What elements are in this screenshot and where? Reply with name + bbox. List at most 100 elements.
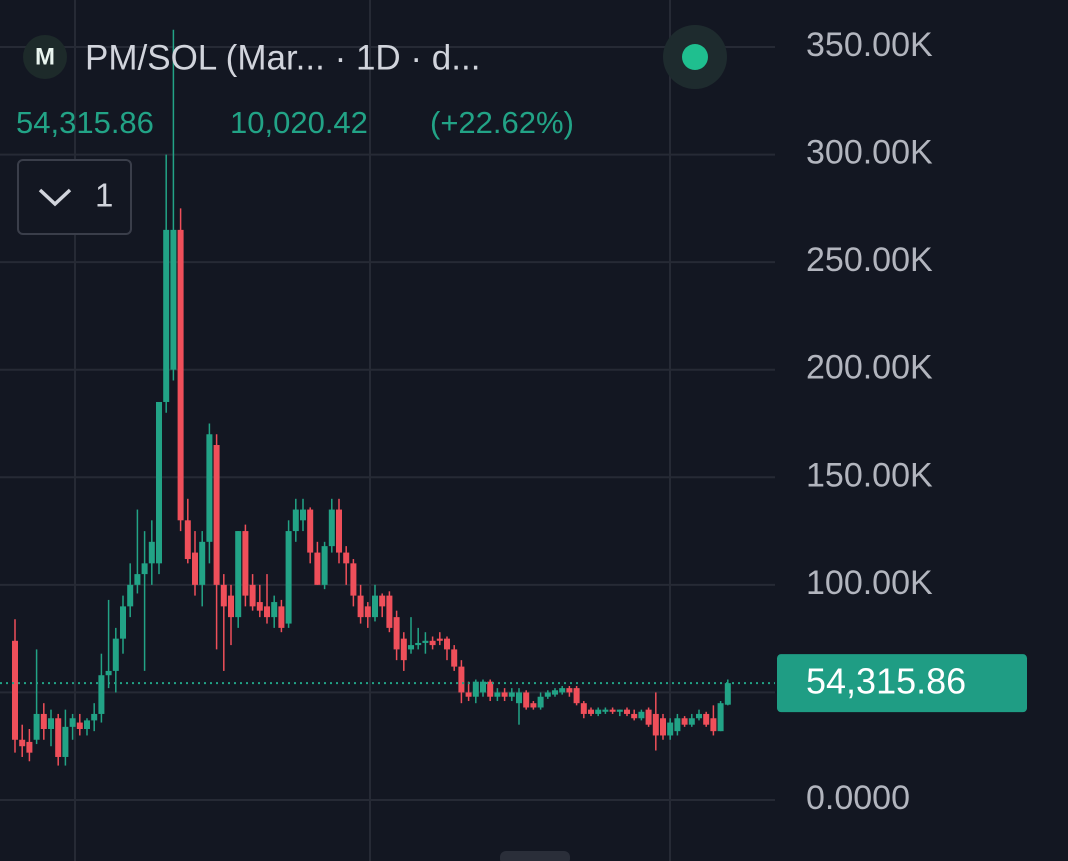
candle-body [660,718,666,736]
candle-body [674,718,681,732]
price-change-percent: (+22.62%) [430,105,574,140]
candle-body [148,541,155,564]
candle-body [242,531,249,596]
candle-body [400,638,407,661]
candle-body [33,713,40,740]
candle-body [364,606,371,618]
price-change: 10,020.42 [230,105,368,140]
candle-body [206,434,213,542]
candle-body [408,645,414,650]
candle-body [429,640,436,646]
chevron-icon [38,188,72,207]
candle-body [40,713,47,730]
candle-body [451,649,458,667]
candle-body [177,229,184,521]
header: M PM/SOL (Mar... · 1D · d... 54,315.86 1… [16,25,727,235]
candle-body [444,638,450,650]
candle-body [120,606,126,639]
candle-body [508,692,515,697]
candle-body [544,692,551,697]
candle-body [667,722,674,736]
scrollbar[interactable] [500,851,570,861]
candle-body [69,718,76,727]
last-price-box [777,654,1027,713]
candle-body [631,713,638,719]
candle-body [228,595,234,618]
candle-body [724,683,731,705]
candle-body [199,541,206,585]
candle-body [458,666,465,693]
candle-body [523,692,530,708]
status-dot [682,44,708,70]
y-tick-label: 150.00K [806,456,933,494]
candle-body [249,584,256,607]
candle-body [336,509,342,553]
candle-body [105,670,112,676]
y-tick-label: 300.00K [806,134,933,172]
candle-body [76,722,83,730]
candle-body [501,692,508,697]
candle-body [328,509,335,547]
candle-body [588,709,594,714]
candle-body [292,509,299,532]
candle-body [688,718,695,725]
candle-body [357,595,364,618]
candle-body [595,709,602,714]
candle-body [163,229,170,402]
candle-body [530,703,537,708]
candle-body [379,595,386,607]
candle-body [91,713,98,721]
candle-body [314,552,321,585]
candle-body [184,520,191,560]
candle-body [609,709,616,712]
last-price: 54,315.86 [16,105,154,140]
candle-body [645,709,652,725]
last-price-label: 54,315.86 [806,661,966,702]
y-tick-label: 200.00K [806,349,933,387]
candle-body [494,692,501,697]
candle-body [415,642,422,646]
candle-body [19,739,26,747]
candle-body [264,606,270,618]
candle-body [703,713,710,725]
candle-body [62,726,69,757]
candle-body [422,640,429,643]
candle-body [436,638,443,641]
candle-body [343,552,350,564]
candle-body [98,675,105,714]
candle-body [717,703,724,732]
y-tick-label: 0.0000 [806,779,910,817]
candle-body [537,696,544,708]
y-tick-label: 350.00K [806,26,933,64]
candle-body [134,574,141,585]
candle-body [681,718,688,725]
candle-body [616,709,623,712]
candle-body [559,688,566,693]
indicator-toggle[interactable] [17,159,132,235]
candle-body [256,602,263,611]
candle-body [465,692,472,697]
candle-body [220,584,227,607]
candle-body [602,709,609,712]
logo-letter: M [35,43,55,70]
candle-body [710,718,717,732]
candle-body [141,563,148,575]
candle-body [386,595,393,628]
candle-body [156,401,162,564]
candle-body [12,640,18,740]
candle-body [472,681,479,697]
candle-body [480,681,486,693]
candle-body [573,688,580,704]
candle-body [638,711,645,719]
candle-body [321,546,328,585]
candle-body [84,720,90,730]
candle-body [235,531,242,618]
indicator-count: 1 [95,177,113,214]
candle-body [516,692,522,704]
candle-body [566,688,573,693]
candle-body [696,713,702,719]
candle-body [350,563,357,596]
y-tick-label: 100.00K [806,564,933,602]
